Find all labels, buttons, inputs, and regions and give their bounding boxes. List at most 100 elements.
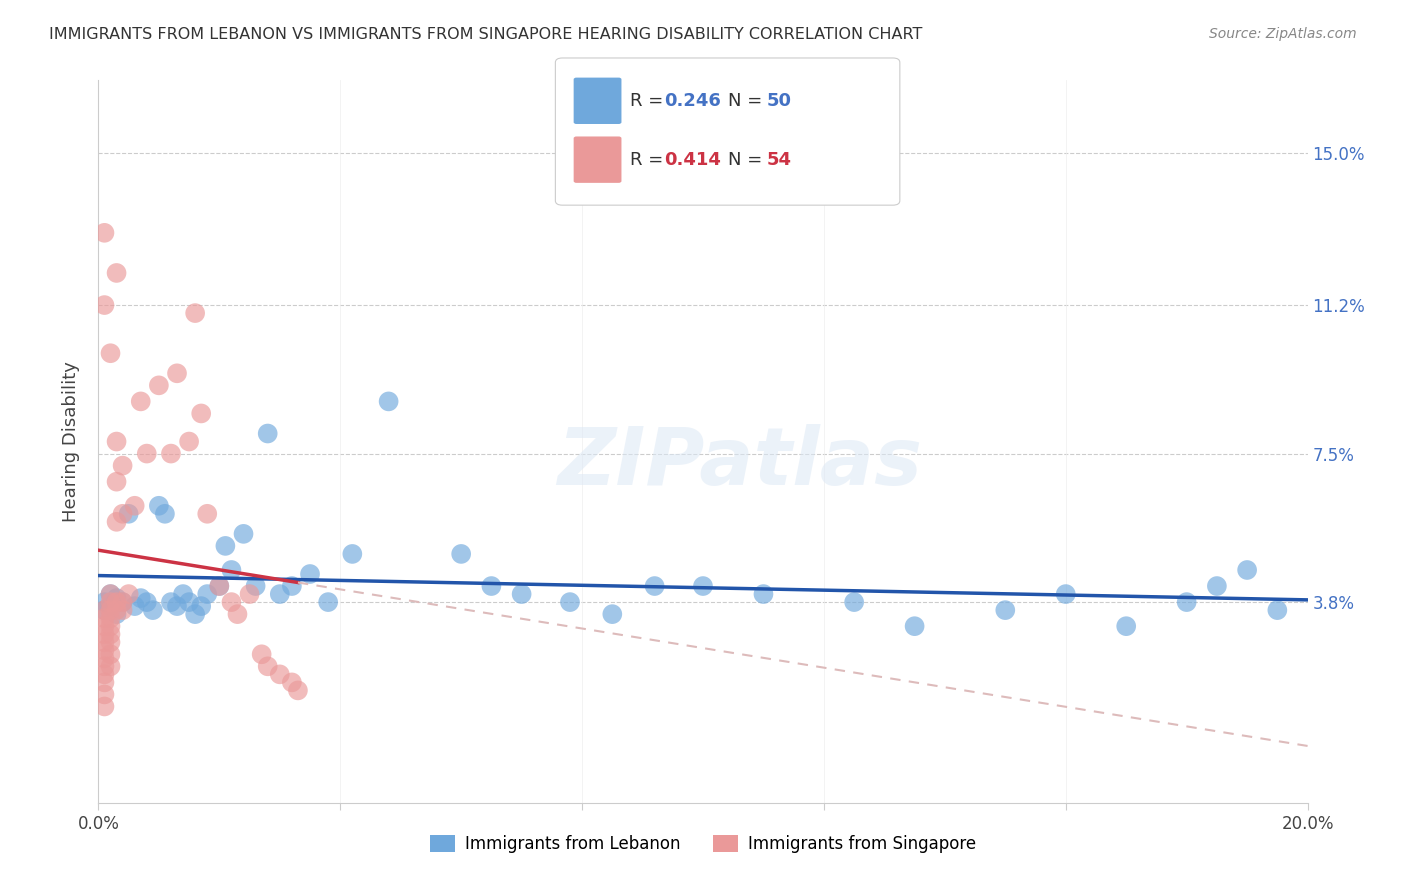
- Text: R =: R =: [630, 92, 669, 110]
- Point: [153, 507, 176, 521]
- Point: [256, 426, 278, 441]
- Point: [93, 651, 115, 665]
- Legend: Immigrants from Lebanon, Immigrants from Singapore: Immigrants from Lebanon, Immigrants from…: [423, 828, 983, 860]
- Point: [299, 567, 322, 582]
- Point: [179, 595, 201, 609]
- Point: [481, 579, 503, 593]
- Text: ZIPatlas: ZIPatlas: [557, 425, 922, 502]
- Point: [129, 394, 152, 409]
- Text: 54: 54: [766, 151, 792, 169]
- Point: [100, 627, 122, 641]
- Point: [844, 595, 866, 609]
- Point: [269, 587, 291, 601]
- Point: [105, 595, 128, 609]
- Point: [93, 595, 115, 609]
- Point: [105, 266, 128, 280]
- Point: [208, 579, 231, 593]
- Point: [93, 635, 115, 649]
- Point: [148, 378, 170, 392]
- Point: [105, 591, 128, 606]
- Point: [111, 595, 134, 609]
- Point: [142, 603, 165, 617]
- Point: [100, 346, 122, 360]
- Point: [93, 298, 115, 312]
- Point: [124, 499, 146, 513]
- Point: [160, 595, 183, 609]
- Point: [105, 475, 128, 489]
- Point: [93, 611, 115, 625]
- Point: [316, 595, 339, 609]
- Text: 0.246: 0.246: [664, 92, 720, 110]
- Point: [184, 306, 207, 320]
- Point: [105, 603, 128, 617]
- Point: [160, 447, 183, 461]
- Point: [105, 607, 128, 622]
- Point: [232, 526, 254, 541]
- Point: [281, 675, 304, 690]
- Point: [100, 619, 122, 633]
- Point: [148, 499, 170, 513]
- Point: [93, 687, 115, 701]
- Point: [166, 599, 188, 614]
- Text: IMMIGRANTS FROM LEBANON VS IMMIGRANTS FROM SINGAPORE HEARING DISABILITY CORRELAT: IMMIGRANTS FROM LEBANON VS IMMIGRANTS FR…: [49, 27, 922, 42]
- Point: [166, 366, 188, 380]
- Text: 0.414: 0.414: [664, 151, 720, 169]
- Point: [287, 683, 309, 698]
- Point: [1054, 587, 1077, 601]
- Point: [179, 434, 201, 449]
- Point: [692, 579, 714, 593]
- Point: [111, 603, 134, 617]
- Point: [1115, 619, 1137, 633]
- Point: [100, 587, 122, 601]
- Text: 50: 50: [766, 92, 792, 110]
- Point: [118, 587, 141, 601]
- Point: [602, 607, 624, 622]
- Point: [100, 648, 122, 662]
- Point: [93, 699, 115, 714]
- Point: [994, 603, 1017, 617]
- Point: [208, 579, 231, 593]
- Point: [250, 648, 273, 662]
- Point: [93, 603, 115, 617]
- Point: [1267, 603, 1289, 617]
- Point: [190, 599, 212, 614]
- Point: [100, 599, 122, 614]
- Point: [100, 595, 122, 609]
- Point: [644, 579, 666, 593]
- Point: [93, 226, 115, 240]
- Point: [214, 539, 236, 553]
- Point: [221, 595, 243, 609]
- Point: [190, 407, 212, 421]
- Point: [510, 587, 533, 601]
- Point: [752, 587, 775, 601]
- Point: [124, 599, 146, 614]
- Point: [904, 619, 927, 633]
- Point: [195, 587, 218, 601]
- Y-axis label: Hearing Disability: Hearing Disability: [62, 361, 80, 522]
- Point: [226, 607, 249, 622]
- Point: [111, 458, 134, 473]
- Point: [93, 619, 115, 633]
- Point: [93, 659, 115, 673]
- Point: [93, 667, 115, 681]
- Point: [93, 675, 115, 690]
- Point: [245, 579, 267, 593]
- Point: [111, 595, 134, 609]
- Point: [184, 607, 207, 622]
- Point: [100, 587, 122, 601]
- Text: R =: R =: [630, 151, 669, 169]
- Point: [100, 603, 122, 617]
- Point: [450, 547, 472, 561]
- Point: [93, 627, 115, 641]
- Point: [172, 587, 194, 601]
- Point: [129, 591, 152, 606]
- Text: N =: N =: [728, 92, 768, 110]
- Point: [558, 595, 581, 609]
- Point: [93, 643, 115, 657]
- Point: [135, 447, 157, 461]
- Point: [111, 507, 134, 521]
- Point: [269, 667, 291, 681]
- Point: [135, 595, 157, 609]
- Point: [118, 507, 141, 521]
- Point: [239, 587, 262, 601]
